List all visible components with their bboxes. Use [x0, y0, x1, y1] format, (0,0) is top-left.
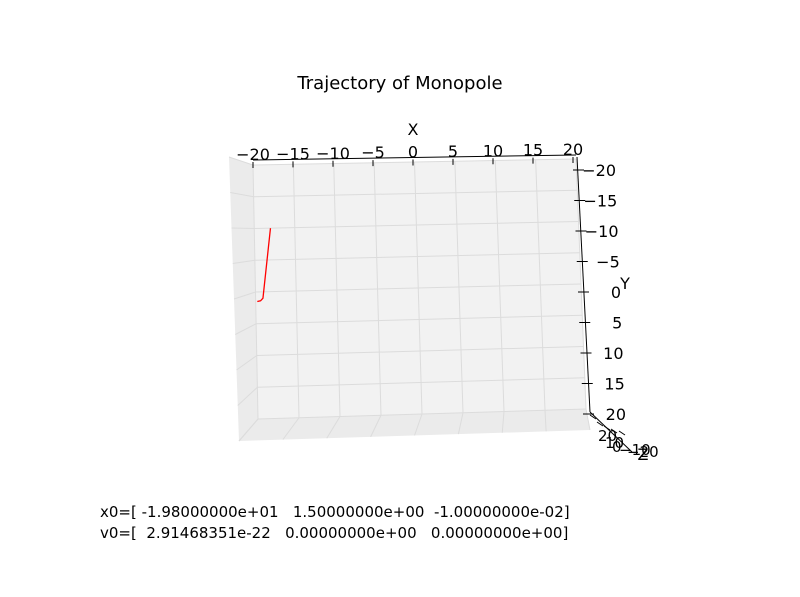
z-tick-mark: [596, 421, 604, 427]
grid-line-side: [230, 192, 254, 198]
grid-line-floor: [501, 411, 505, 433]
y-tick-label: 10: [603, 344, 623, 363]
y-tick-label: −10: [585, 222, 619, 241]
grid-line-horizontal: [255, 283, 582, 293]
grid-line-horizontal: [256, 346, 584, 356]
z-tick-label: 10: [605, 434, 624, 452]
x-tick-label: −20: [236, 145, 270, 164]
z-tick-label: −10: [619, 441, 651, 459]
z-tick-mark: [589, 414, 597, 420]
x-tick-label: 20: [563, 140, 583, 159]
grid-line-side: [232, 259, 255, 264]
grid-line-floor: [326, 416, 341, 439]
grid-line-floor: [414, 413, 423, 436]
y-tick-label: 0: [611, 283, 621, 302]
x-tick-label: 5: [448, 142, 458, 161]
initial-position-annotation: x0=[ -1.98000000e+01 1.50000000e+00 -1.0…: [100, 503, 570, 521]
z-axis-line: [589, 411, 633, 453]
grid-line-floor: [238, 418, 259, 442]
grid-line-horizontal: [253, 189, 578, 198]
x-tick-label: 10: [483, 141, 503, 160]
grid-line-side: [231, 227, 255, 229]
grid-line-side: [228, 156, 254, 166]
z-tick-label: 0: [612, 438, 622, 456]
z-tick-label: −20: [627, 443, 659, 461]
grid-line-floor: [282, 417, 300, 440]
grid-line-horizontal: [252, 158, 577, 166]
initial-velocity-annotation: v0=[ 2.91468351e-22 0.00000000e+00 0.000…: [100, 524, 569, 542]
grid-line-horizontal: [254, 252, 580, 261]
grid-line-floor: [544, 410, 547, 432]
x-axis-label: X: [408, 120, 419, 139]
z-tick-label: 20: [598, 427, 617, 445]
grid-line-floor: [457, 412, 464, 435]
x-tick-label: −10: [316, 144, 350, 163]
x-tick-label: −5: [361, 143, 385, 162]
grid-line-horizontal: [256, 314, 583, 325]
x-tick-label: 15: [523, 141, 543, 160]
z-axis-label: Z: [638, 445, 649, 464]
grid-line-side: [233, 291, 256, 300]
y-axis-line: [576, 156, 591, 413]
grid-line-side: [235, 323, 257, 335]
series-group: [257, 228, 272, 303]
x-tick-label: −15: [276, 144, 310, 163]
z-tick-mark: [603, 425, 611, 431]
grid-line-horizontal: [257, 377, 585, 388]
x-axis-line: [252, 154, 577, 161]
x-tick-label: 0: [408, 143, 418, 162]
x-axis-ticks: −20 −15 −10 −5 0 5 10 15 20: [236, 140, 583, 168]
grid-line-side: [236, 355, 258, 371]
y-axis-ticks: −20 −15 −10 −5 0 5 10 15 20: [573, 161, 626, 424]
trajectory-line: [257, 228, 272, 303]
z-tick-mark: [618, 430, 626, 436]
y-axis-label: Y: [619, 274, 630, 293]
y-tick-label: −15: [583, 192, 617, 211]
y-tick-label: 20: [606, 405, 626, 424]
grid-line-floor: [370, 415, 382, 438]
y-tick-label: −5: [596, 253, 620, 272]
y-tick-label: 15: [604, 375, 624, 394]
grid-line-side: [237, 386, 258, 406]
chart-title: Trajectory of Monopole: [297, 73, 503, 94]
grid-line-floor: [585, 408, 591, 431]
y-tick-label: 5: [612, 314, 622, 333]
y-tick-label: −20: [582, 161, 616, 180]
z-tick-mark: [610, 428, 618, 434]
grid-line-horizontal: [254, 221, 579, 229]
back-pane: [253, 159, 586, 419]
